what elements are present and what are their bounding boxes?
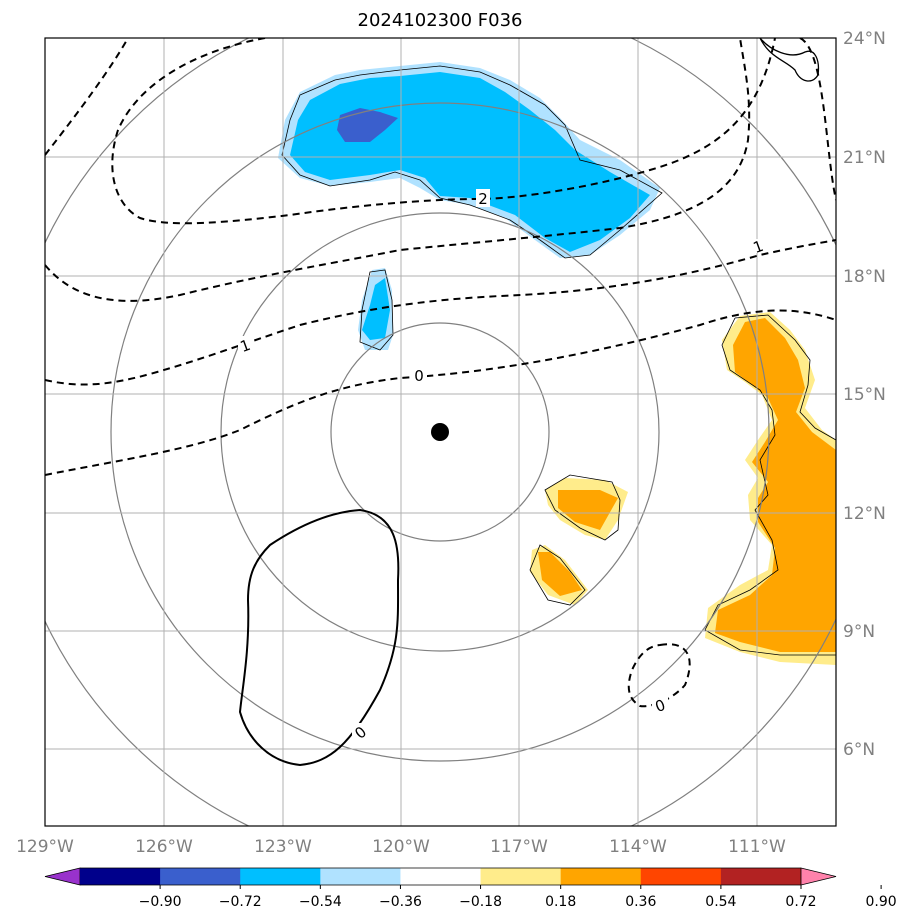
lat-label: 24°N xyxy=(843,29,886,49)
colorbar-segment xyxy=(160,868,241,885)
lat-label: 6°N xyxy=(843,740,875,760)
colorbar-segment xyxy=(720,868,802,885)
latitude-axis: 24°N 21°N 18°N 15°N 12°N 9°N 6°N xyxy=(843,29,886,760)
colorbar-segment xyxy=(560,868,642,885)
range-rings xyxy=(45,38,836,826)
coastline xyxy=(759,38,820,82)
colorbar-tick-label: −0.90 xyxy=(139,894,182,910)
solid-zero-contour xyxy=(238,508,400,767)
negative-anomaly-shading xyxy=(278,62,660,350)
colorbar-tick-label: 0.72 xyxy=(785,894,816,910)
colorbar-tick-label: 0.90 xyxy=(866,894,897,910)
contour-label: 0 xyxy=(414,367,424,385)
lon-label: 120°W xyxy=(372,837,430,857)
lon-label: 129°W xyxy=(16,837,74,857)
graticule xyxy=(45,38,836,826)
lon-label: 111°W xyxy=(728,837,786,857)
colorbar-tick-label: 0.54 xyxy=(705,894,736,910)
contour-label: 2 xyxy=(478,190,488,208)
colorbar-segment xyxy=(320,868,401,885)
colorbar-segment xyxy=(400,868,482,885)
map-frame xyxy=(44,37,837,827)
colorbar-tick-label: −0.72 xyxy=(219,894,262,910)
lon-label: 126°W xyxy=(135,837,193,857)
lon-label: 117°W xyxy=(490,837,548,857)
colorbar-segment xyxy=(240,868,321,885)
lat-label: 18°N xyxy=(843,267,886,287)
colorbar: −0.90 −0.72 −0.54 −0.36 −0.18 0.18 0.36 0.54 0.7… xyxy=(44,867,897,910)
colorbar-tick-label: −0.54 xyxy=(299,894,342,910)
lat-label: 9°N xyxy=(843,622,875,642)
colorbar-segment xyxy=(80,868,161,885)
colorbar-extend-min xyxy=(44,867,81,886)
longitude-axis: 129°W 126°W 123°W 120°W 117°W 114°W 111°… xyxy=(16,837,786,857)
colorbar-tick-label: −0.36 xyxy=(379,894,422,910)
contour-labels: 2 1 1 0 0 0 xyxy=(238,189,766,743)
colorbar-tick-label: 0.18 xyxy=(545,894,576,910)
colorbar-frame xyxy=(80,867,801,886)
colorbar-tick-label: 0.36 xyxy=(625,894,656,910)
lon-label: 114°W xyxy=(609,837,667,857)
colorbar-tick-label: −0.18 xyxy=(459,894,502,910)
storm-center-marker xyxy=(431,423,449,441)
lat-label: 21°N xyxy=(843,148,886,168)
lat-label: 15°N xyxy=(843,385,886,405)
colorbar-segment xyxy=(640,868,722,885)
outline-contours xyxy=(281,65,836,656)
map-area: 2 1 1 0 0 0 xyxy=(45,38,836,826)
colorbar-segment xyxy=(480,868,562,885)
map-title: 2024102300 F036 xyxy=(358,10,523,31)
colorbar-extend-max xyxy=(800,867,837,886)
lon-label: 123°W xyxy=(254,837,312,857)
lat-label: 12°N xyxy=(843,504,886,524)
dashed-contours xyxy=(45,38,836,708)
